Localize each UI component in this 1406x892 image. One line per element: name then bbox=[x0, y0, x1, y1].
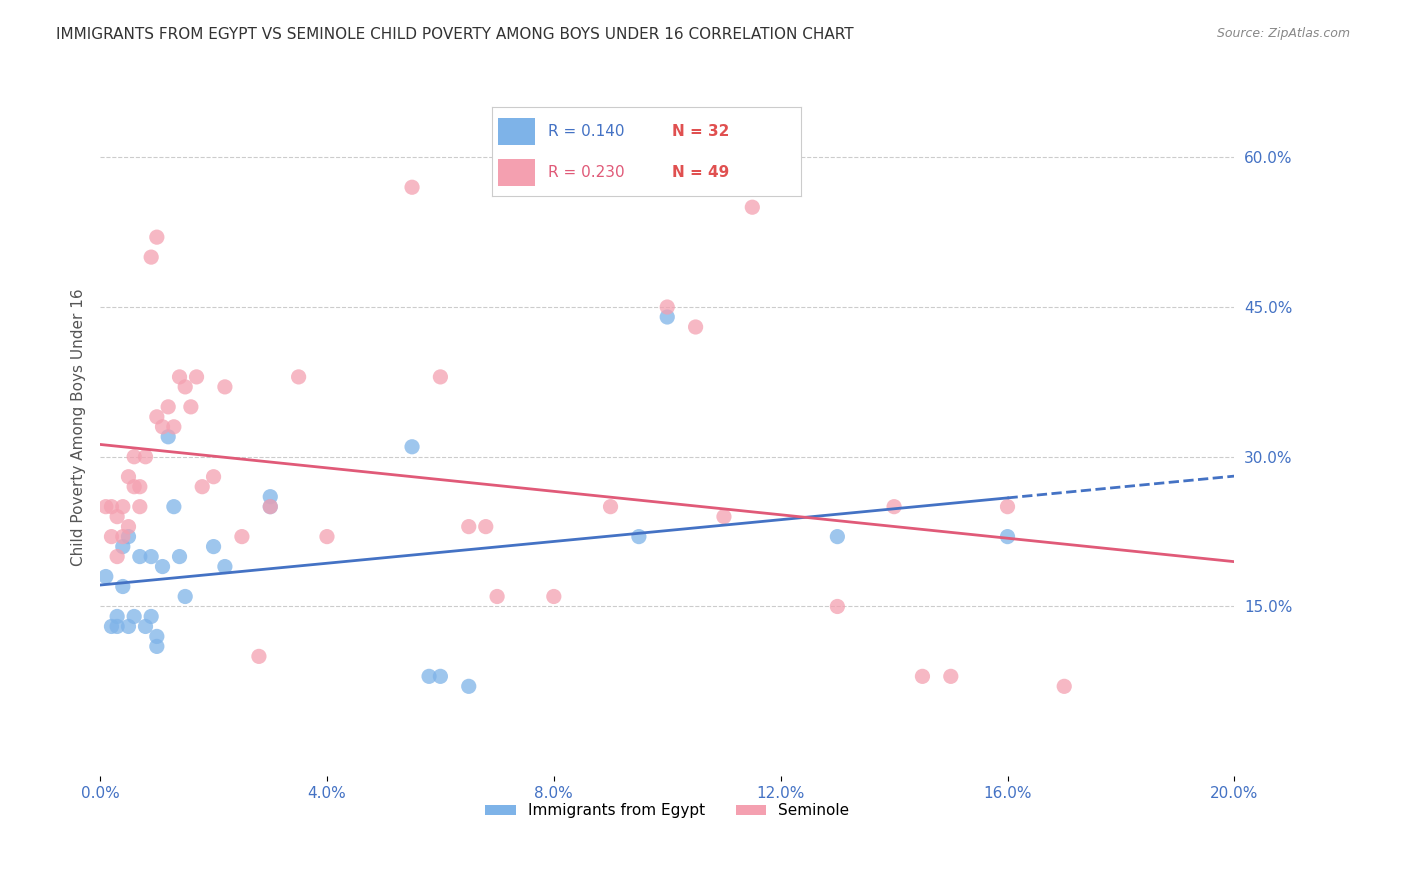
Point bbox=[401, 440, 423, 454]
Point bbox=[713, 509, 735, 524]
FancyBboxPatch shape bbox=[498, 159, 536, 186]
Point bbox=[117, 519, 139, 533]
Point bbox=[105, 549, 128, 564]
Point bbox=[163, 419, 186, 434]
Point bbox=[174, 380, 197, 394]
Point bbox=[174, 590, 197, 604]
Point bbox=[202, 540, 225, 554]
Point bbox=[741, 200, 763, 214]
Point bbox=[100, 500, 122, 514]
Point bbox=[214, 559, 236, 574]
Point bbox=[111, 500, 134, 514]
Point bbox=[214, 380, 236, 394]
Point bbox=[247, 649, 270, 664]
Point bbox=[429, 370, 451, 384]
Point bbox=[146, 629, 169, 643]
FancyBboxPatch shape bbox=[498, 118, 536, 145]
Point bbox=[169, 549, 191, 564]
Point bbox=[627, 530, 650, 544]
Point bbox=[599, 500, 621, 514]
Point bbox=[186, 370, 208, 384]
Point bbox=[202, 469, 225, 483]
Point bbox=[997, 530, 1019, 544]
Point bbox=[152, 559, 174, 574]
Point bbox=[141, 250, 163, 264]
Point bbox=[122, 480, 145, 494]
Point bbox=[111, 580, 134, 594]
Point bbox=[231, 530, 253, 544]
Point bbox=[111, 540, 134, 554]
Point bbox=[657, 300, 679, 314]
Point bbox=[1053, 679, 1076, 693]
Point bbox=[316, 530, 339, 544]
Point bbox=[94, 500, 117, 514]
Point bbox=[111, 530, 134, 544]
Point bbox=[259, 490, 281, 504]
Point bbox=[939, 669, 962, 683]
Point bbox=[100, 530, 122, 544]
Point bbox=[146, 640, 169, 654]
Point bbox=[122, 450, 145, 464]
Point bbox=[163, 500, 186, 514]
Point bbox=[883, 500, 905, 514]
Point bbox=[486, 590, 509, 604]
Point bbox=[122, 609, 145, 624]
Point bbox=[117, 619, 139, 633]
Point bbox=[105, 609, 128, 624]
Legend: Immigrants from Egypt, Seminole: Immigrants from Egypt, Seminole bbox=[479, 797, 855, 824]
Text: IMMIGRANTS FROM EGYPT VS SEMINOLE CHILD POVERTY AMONG BOYS UNDER 16 CORRELATION : IMMIGRANTS FROM EGYPT VS SEMINOLE CHILD … bbox=[56, 27, 853, 42]
Point bbox=[128, 549, 150, 564]
Point bbox=[259, 500, 281, 514]
Point bbox=[911, 669, 934, 683]
Point bbox=[191, 480, 214, 494]
Point bbox=[259, 500, 281, 514]
Point bbox=[134, 450, 156, 464]
Point bbox=[100, 619, 122, 633]
Point bbox=[474, 519, 496, 533]
Point bbox=[128, 480, 150, 494]
Text: Source: ZipAtlas.com: Source: ZipAtlas.com bbox=[1216, 27, 1350, 40]
Point bbox=[169, 370, 191, 384]
Point bbox=[429, 669, 451, 683]
Point bbox=[657, 310, 679, 324]
Point bbox=[418, 669, 440, 683]
Point bbox=[117, 469, 139, 483]
Point bbox=[401, 180, 423, 194]
Text: N = 49: N = 49 bbox=[672, 165, 728, 179]
Point bbox=[457, 519, 479, 533]
Point bbox=[543, 590, 565, 604]
Point bbox=[141, 549, 163, 564]
Point bbox=[146, 230, 169, 244]
Point bbox=[105, 509, 128, 524]
Text: R = 0.230: R = 0.230 bbox=[548, 165, 624, 179]
Point bbox=[827, 530, 849, 544]
Point bbox=[180, 400, 202, 414]
Point bbox=[141, 609, 163, 624]
Point bbox=[128, 500, 150, 514]
Point bbox=[152, 419, 174, 434]
Point bbox=[827, 599, 849, 614]
Point bbox=[997, 500, 1019, 514]
Point bbox=[146, 409, 169, 424]
Point bbox=[457, 679, 479, 693]
Point bbox=[94, 569, 117, 583]
Point bbox=[105, 619, 128, 633]
Point bbox=[157, 430, 180, 444]
Text: R = 0.140: R = 0.140 bbox=[548, 124, 624, 138]
Point bbox=[287, 370, 309, 384]
Text: N = 32: N = 32 bbox=[672, 124, 728, 138]
Y-axis label: Child Poverty Among Boys Under 16: Child Poverty Among Boys Under 16 bbox=[72, 288, 86, 566]
Point bbox=[117, 530, 139, 544]
Point bbox=[134, 619, 156, 633]
Point bbox=[685, 320, 707, 334]
Point bbox=[157, 400, 180, 414]
